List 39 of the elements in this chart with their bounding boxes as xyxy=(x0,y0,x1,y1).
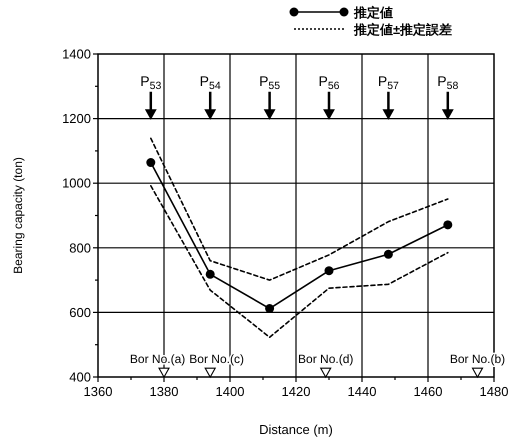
y-tick-label: 1000 xyxy=(62,176,91,191)
annotation: P$_{57}$ xyxy=(378,72,400,92)
point xyxy=(382,109,394,120)
y-axis-title: Bearing capacity (ton) xyxy=(11,157,25,274)
y-tick-label: 1200 xyxy=(62,111,91,126)
point xyxy=(320,368,332,378)
point xyxy=(204,109,216,120)
y-tick-label: 400 xyxy=(69,370,91,384)
x-tick-label: 1400 xyxy=(216,384,244,399)
point xyxy=(443,220,452,230)
point xyxy=(324,266,334,276)
point xyxy=(384,250,393,259)
y-tick-label: 800 xyxy=(69,240,91,256)
point xyxy=(145,109,156,120)
x-tick-label: 1460 xyxy=(414,384,442,399)
annotation: P$_{53}$ xyxy=(140,72,162,92)
point xyxy=(204,368,216,378)
annotation: P$_{58}$ xyxy=(437,72,458,92)
legend-label: 推定値 xyxy=(353,5,393,20)
x-tick-label: 1480 xyxy=(480,384,508,399)
point xyxy=(323,109,335,120)
x-axis-title: Distance (m) xyxy=(259,422,333,437)
annotation: P$_{55}$ xyxy=(259,72,280,92)
point xyxy=(264,109,276,120)
point xyxy=(158,368,170,378)
x-tick-label: 1360 xyxy=(84,384,112,399)
y-tick-label: 600 xyxy=(69,304,91,320)
x-tick-label: 1420 xyxy=(282,384,310,399)
annotation: P$_{54}$ xyxy=(200,72,221,92)
point xyxy=(472,368,484,378)
legend-label: 推定値±推定誤差 xyxy=(353,22,452,37)
point xyxy=(206,270,215,279)
point xyxy=(442,109,454,120)
point xyxy=(146,158,156,168)
annotation: P$_{56}$ xyxy=(318,72,340,92)
x-tick-label: 1440 xyxy=(348,384,376,399)
annotation: Bor No.(d) xyxy=(298,352,354,366)
y-tick-label: 1400 xyxy=(62,46,91,62)
x-tick-label: 1380 xyxy=(150,384,178,399)
